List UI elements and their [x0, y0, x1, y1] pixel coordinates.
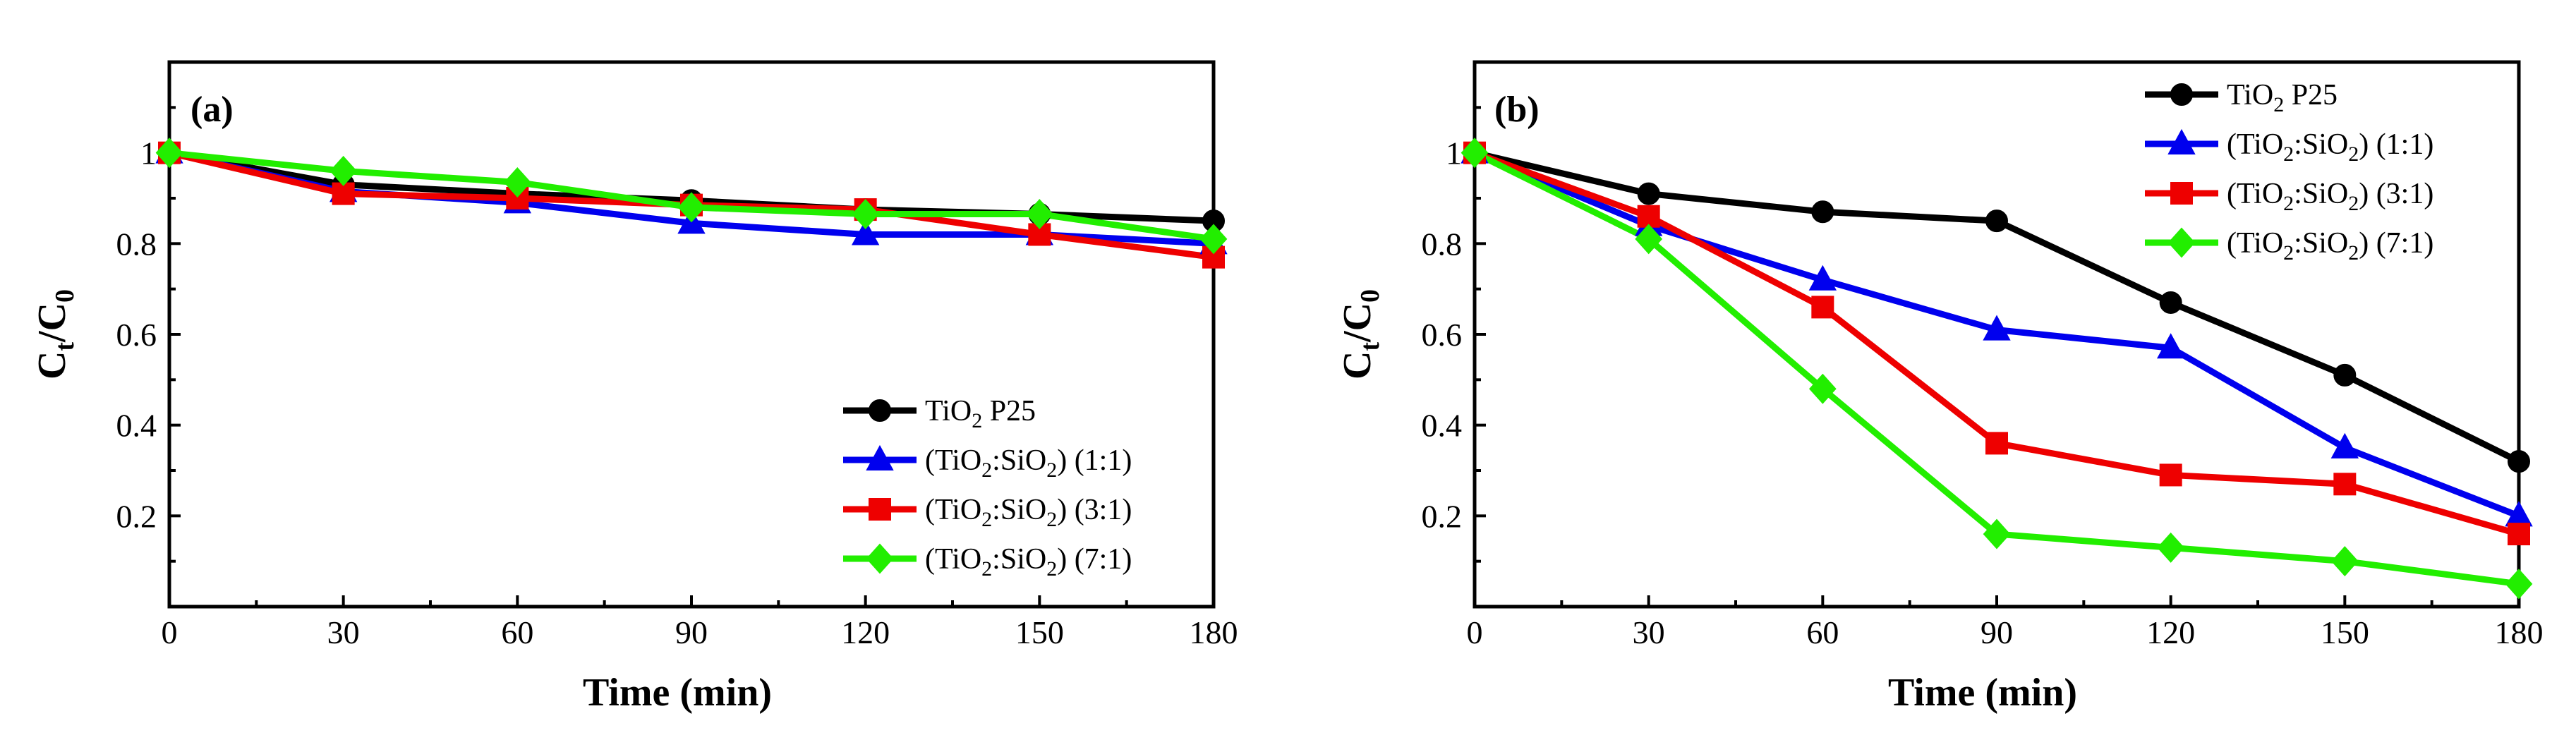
panel-b-x-tick-label: 120 — [2146, 614, 2195, 650]
panel-a: 0 30 60 90 120 150 180 0.2 0.4 0.6 0.8 1 TiO2 P25 (T… — [30, 60, 1238, 715]
panel-b-legend-marker — [2170, 83, 2193, 106]
panel-b-legend: TiO2 P25 (TiO2:SiO2) (1:1) (TiO2:SiO2) (3:… — [2145, 79, 2433, 265]
panel-b-legend-marker — [2167, 128, 2196, 154]
panel-b-data-point — [1811, 200, 1834, 224]
panel-b-data-point — [1808, 265, 1837, 291]
panel-b-series — [1461, 138, 2533, 600]
panel-a-y-tick-label: 0.2 — [116, 498, 157, 534]
panel-a-data-point — [329, 155, 358, 186]
panel-b-ticks: 0 30 60 90 120 150 180 0.2 0.4 0.6 0.8 1 — [1422, 106, 2544, 650]
panel-b-data-point — [1985, 209, 2008, 233]
panel-a-x-tick-label: 90 — [675, 614, 708, 650]
panel-b-x-tick-label: 180 — [2495, 614, 2544, 650]
panel-a-y-tick-label: 0.4 — [116, 408, 157, 444]
panel-b-data-point — [2333, 473, 2357, 496]
panel-b-data-point — [2157, 532, 2185, 563]
panel-a-data-point — [1199, 224, 1228, 255]
panel-a-data-point — [332, 182, 355, 205]
panel-b-data-point — [1985, 432, 2008, 455]
panel-a-tag: (a) — [191, 90, 234, 130]
panel-b-data-point — [2333, 363, 2357, 387]
panel-b-y-axis-title: Ct/C0 — [1336, 289, 1385, 379]
panel-a-legend-marker — [869, 498, 891, 521]
panel-b-data-point — [1983, 315, 2011, 341]
panel-a-x-tick-label: 30 — [327, 614, 360, 650]
panel-b-y-tick-label: 0.6 — [1422, 317, 1463, 353]
panel-b-legend-label: TiO2 P25 — [2227, 79, 2338, 116]
panel-b-legend-marker — [2170, 182, 2193, 205]
panel-a-legend-marker — [869, 399, 891, 422]
panel-a-legend-label: (TiO2:SiO2) (1:1) — [925, 444, 1132, 482]
panel-b-x-axis-title: Time (min) — [1888, 671, 2077, 715]
panel-a-data-point — [852, 199, 880, 230]
panel-a-series — [155, 138, 1228, 269]
panel-b-tag: (b) — [1494, 90, 1540, 130]
panel-b-y-tick-label: 0.2 — [1422, 498, 1463, 534]
panel-b: 0 30 60 90 120 150 180 0.2 0.4 0.6 0.8 1 TiO2 P25 (T… — [1336, 60, 2544, 715]
panel-a-y-tick-label: 0.8 — [116, 226, 157, 262]
panel-b-legend-marker — [2167, 227, 2196, 258]
panel-a-legend-label: TiO2 P25 — [925, 395, 1036, 432]
panel-b-x-tick-label: 0 — [1467, 614, 1483, 650]
panel-a-data-point — [677, 192, 706, 223]
panel-a-x-tick-label: 0 — [162, 614, 178, 650]
panel-b-legend-label: (TiO2:SiO2) (7:1) — [2227, 227, 2433, 265]
panel-a-ticks: 0 30 60 90 120 150 180 0.2 0.4 0.6 0.8 1 — [116, 106, 1238, 650]
panel-a-y-tick-label: 0.6 — [116, 317, 157, 353]
panel-a-legend-marker — [866, 543, 894, 574]
panel-b-data-point — [1635, 224, 1663, 255]
panel-a-legend: TiO2 P25 (TiO2:SiO2) (1:1) (TiO2:SiO2) (3:… — [843, 395, 1132, 581]
panel-a-legend-marker — [866, 444, 894, 470]
panel-b-data-point — [2505, 569, 2533, 600]
panel-b-x-tick-label: 150 — [2321, 614, 2369, 650]
panel-a-y-tick-label: 1 — [140, 135, 157, 171]
panel-b-y-tick-label: 1 — [1446, 135, 1462, 171]
panel-b-data-point — [2159, 291, 2182, 314]
panel-a-data-point — [1025, 199, 1053, 230]
panel-b-data-point — [1811, 296, 1834, 319]
panel-b-data-point — [1808, 373, 1837, 404]
panel-b-x-tick-label: 60 — [1806, 614, 1839, 650]
panel-b-data-point — [1983, 518, 2011, 549]
panel-b-data-point — [1461, 138, 1489, 169]
panel-b-x-tick-label: 30 — [1633, 614, 1665, 650]
panel-b-legend-label: (TiO2:SiO2) (3:1) — [2227, 178, 2433, 215]
panel-b-data-point — [1637, 205, 1660, 228]
panel-a-x-tick-label: 150 — [1015, 614, 1064, 650]
panel-b-data-point — [2508, 523, 2530, 546]
panel-b-data-point — [2156, 333, 2185, 359]
panel-b-legend-label: (TiO2:SiO2) (1:1) — [2227, 128, 2433, 166]
panel-b-y-tick-label: 0.4 — [1422, 408, 1463, 444]
panel-b-data-point — [2508, 450, 2530, 473]
panel-a-legend-label: (TiO2:SiO2) (7:1) — [925, 543, 1132, 581]
panel-b-y-tick-label: 0.8 — [1422, 226, 1463, 262]
panel-a-x-tick-label: 180 — [1190, 614, 1238, 650]
panel-a-x-tick-label: 60 — [501, 614, 533, 650]
panel-a-legend-label: (TiO2:SiO2) (3:1) — [925, 494, 1132, 531]
panel-a-data-point — [503, 166, 531, 198]
panel-b-data-point — [2330, 546, 2359, 577]
panel-b-data-point — [1637, 182, 1660, 205]
panel-a-data-point — [851, 219, 880, 245]
panel-a-x-axis-title: Time (min) — [583, 671, 772, 715]
panel-b-data-point — [2330, 432, 2359, 458]
panel-a-data-point — [155, 138, 183, 169]
panel-b-x-tick-label: 90 — [1981, 614, 2013, 650]
panel-b-data-point — [2159, 463, 2182, 487]
panel-a-x-tick-label: 120 — [841, 614, 890, 650]
panel-a-y-axis-title: Ct/C0 — [30, 289, 80, 379]
